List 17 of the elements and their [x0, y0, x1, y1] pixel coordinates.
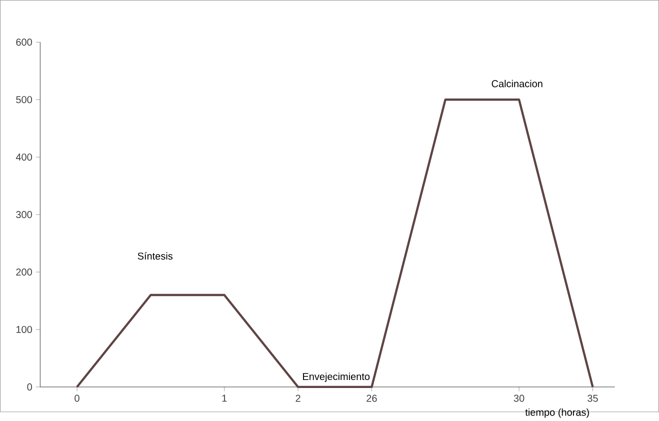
x-tick-label: 0 — [74, 394, 80, 402]
y-tick-label: 0 — [27, 383, 32, 390]
x-tick-label: 1 — [222, 394, 227, 402]
y-tick-label: 200 — [16, 268, 32, 276]
x-tick-label: 30 — [514, 394, 524, 402]
x-axis-title: tiempo (horas) — [525, 408, 589, 418]
y-tick-label: 400 — [16, 154, 32, 161]
x-tick-label: 2 — [296, 394, 300, 402]
y-tick-label: 100 — [16, 326, 32, 333]
x-tick-label: 26 — [366, 394, 377, 402]
annotation: Síntesis — [138, 252, 173, 260]
annotation: Calcinacion — [492, 80, 542, 88]
x-tick-label: 35 — [588, 394, 598, 402]
annotation: Envejecimiento — [303, 372, 370, 382]
y-tick-label: 500 — [16, 96, 32, 104]
y-tick-label: 300 — [16, 210, 32, 218]
y-tick-label: 600 — [16, 38, 32, 46]
